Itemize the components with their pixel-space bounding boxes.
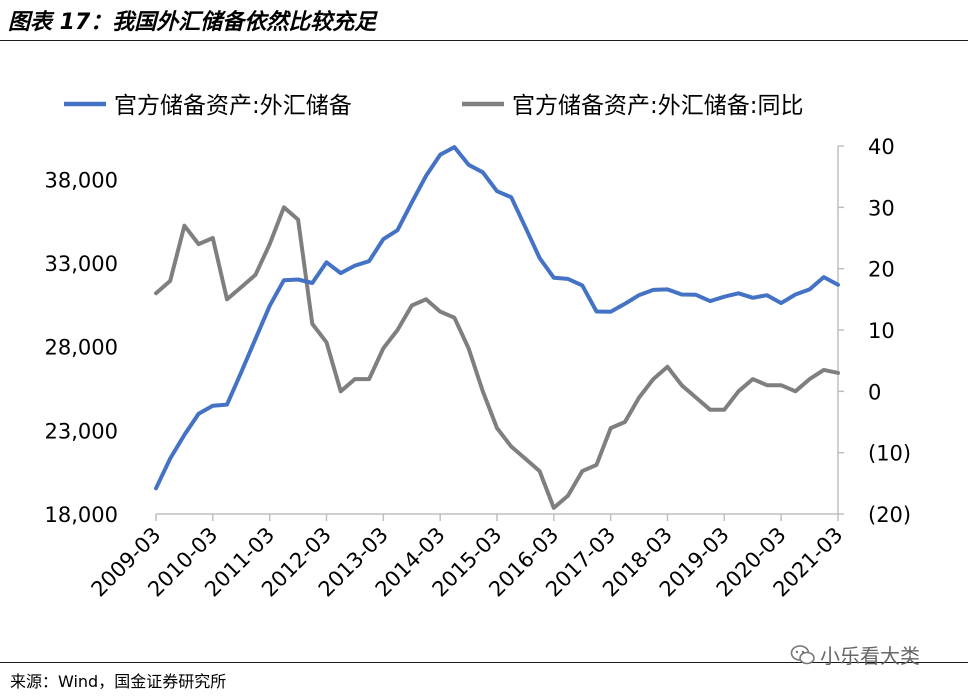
left-tick-label: 23,000 [45, 419, 118, 443]
right-tick-label: 10 [868, 319, 895, 343]
footer-divider [0, 662, 968, 663]
wechat-icon [790, 644, 815, 664]
series-line-yoy [154, 205, 840, 510]
title-divider [0, 40, 968, 41]
series-line-reserves [154, 145, 840, 491]
right-tick-label: 20 [868, 258, 895, 282]
legend-label: 官方储备资产:外汇储备:同比 [512, 93, 804, 119]
left-tick-label: 33,000 [45, 252, 118, 276]
right-tick-label: (20) [868, 503, 911, 527]
left-tick-label: 28,000 [45, 336, 118, 360]
left-tick-label: 38,000 [45, 168, 118, 192]
watermark: 小乐看大类 [790, 640, 920, 669]
legend: 官方储备资产:外汇储备 官方储备资产:外汇储备:同比 [64, 93, 804, 119]
series-lines [154, 145, 840, 510]
left-tick-label: 18,000 [45, 503, 118, 527]
right-tick-label: 0 [868, 380, 881, 404]
source-note: 来源：Wind，国金证券研究所 [10, 672, 227, 691]
right-tick-label: (10) [868, 442, 911, 466]
right-tick-label: 30 [868, 196, 895, 220]
page-title: 图表 17：我国外汇储备依然比较充足 [8, 10, 377, 35]
right-tick-label: 40 [868, 135, 895, 159]
legend-label: 官方储备资产:外汇储备 [114, 93, 352, 119]
axes: 2009-032010-032011-032012-032013-032014-… [45, 135, 912, 602]
watermark-text: 小乐看大类 [820, 644, 920, 668]
